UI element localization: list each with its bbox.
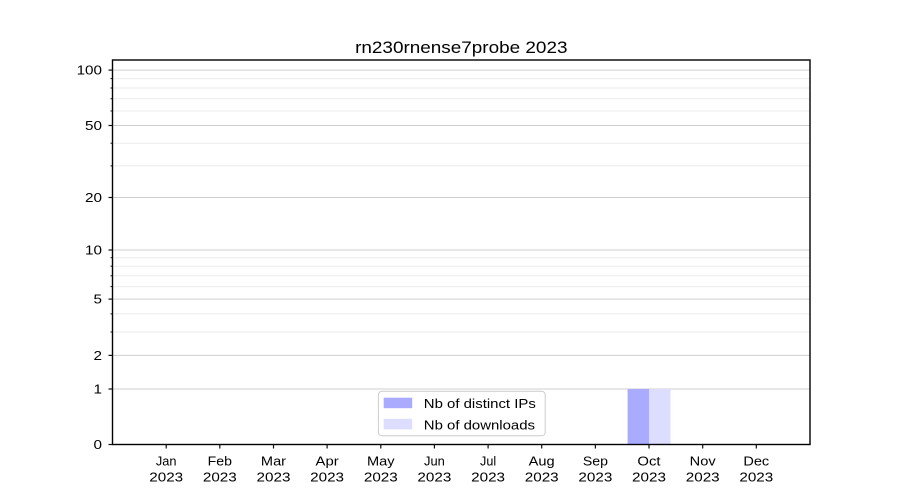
svg-text:Jul: Jul: [480, 453, 496, 468]
svg-text:Oct: Oct: [637, 453, 660, 468]
svg-text:May: May: [367, 453, 395, 468]
svg-text:2023: 2023: [310, 470, 344, 485]
svg-text:2023: 2023: [203, 470, 237, 485]
svg-text:Aug: Aug: [529, 453, 555, 468]
svg-text:Nb of downloads: Nb of downloads: [424, 417, 536, 432]
svg-text:Jan: Jan: [156, 453, 177, 468]
svg-text:0: 0: [94, 437, 103, 452]
svg-text:2023: 2023: [632, 470, 666, 485]
svg-text:Dec: Dec: [743, 453, 769, 468]
svg-text:rn230rnense7probe 2023: rn230rnense7probe 2023: [355, 38, 567, 57]
svg-text:2: 2: [94, 348, 103, 363]
svg-text:2023: 2023: [739, 470, 773, 485]
svg-text:10: 10: [85, 243, 102, 258]
svg-text:Jun: Jun: [424, 453, 445, 468]
svg-text:2023: 2023: [364, 470, 398, 485]
svg-text:2023: 2023: [686, 470, 720, 485]
svg-text:Sep: Sep: [583, 453, 608, 468]
svg-text:Nb of distinct IPs: Nb of distinct IPs: [424, 396, 536, 411]
svg-text:2023: 2023: [525, 470, 559, 485]
svg-text:2023: 2023: [417, 470, 451, 485]
svg-text:Mar: Mar: [261, 453, 287, 468]
svg-text:1: 1: [94, 382, 103, 397]
svg-text:Nov: Nov: [690, 453, 716, 468]
svg-text:2023: 2023: [257, 470, 291, 485]
svg-text:5: 5: [94, 292, 103, 307]
svg-text:2023: 2023: [471, 470, 505, 485]
svg-text:Apr: Apr: [316, 453, 340, 468]
svg-text:50: 50: [85, 118, 102, 133]
svg-text:2023: 2023: [149, 470, 183, 485]
svg-text:20: 20: [85, 190, 102, 205]
svg-text:2023: 2023: [578, 470, 612, 485]
svg-text:100: 100: [77, 63, 102, 78]
svg-text:Feb: Feb: [208, 453, 232, 468]
